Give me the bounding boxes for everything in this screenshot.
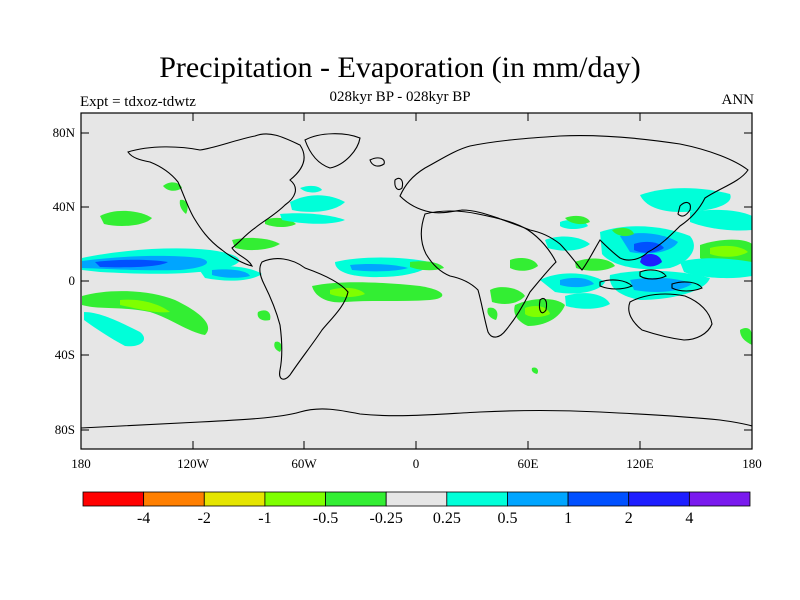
field-region bbox=[565, 215, 590, 225]
field-region bbox=[350, 264, 408, 272]
field-region bbox=[630, 277, 692, 292]
field-region bbox=[575, 258, 615, 271]
field-region bbox=[290, 195, 345, 212]
colorbar-label: 0.25 bbox=[433, 510, 461, 527]
field-region bbox=[490, 287, 525, 304]
colorbar-box bbox=[688, 491, 751, 507]
lon-tick-label: 60E bbox=[518, 456, 539, 471]
coastline-north-america bbox=[127, 133, 305, 267]
colorbar-label: 1 bbox=[564, 510, 572, 527]
field-region bbox=[525, 306, 550, 317]
lon-tick-label: 0 bbox=[413, 456, 420, 471]
coastline-antarctica bbox=[81, 408, 752, 429]
field-region bbox=[163, 182, 182, 191]
field-region bbox=[100, 210, 152, 226]
field-region bbox=[95, 259, 168, 268]
colorbar-box bbox=[264, 491, 326, 507]
lon-tick-label: 180 bbox=[742, 456, 762, 471]
chart-title: Precipitation - Evaporation (in mm/day) bbox=[159, 51, 641, 84]
coastline-australia bbox=[628, 293, 713, 341]
coastline-uk bbox=[369, 157, 404, 191]
field-region bbox=[545, 236, 590, 251]
chart-subtitle: 028kyr BP - 028kyr BP bbox=[329, 89, 471, 105]
colorbar-label: -2 bbox=[198, 510, 211, 527]
field-region bbox=[740, 328, 752, 345]
colorbar-label: 0.5 bbox=[497, 510, 517, 527]
coastline-greenland bbox=[304, 133, 361, 169]
field-region bbox=[612, 227, 634, 237]
coastline-south-america bbox=[259, 258, 349, 380]
field-region bbox=[565, 293, 610, 309]
field-region bbox=[257, 310, 271, 321]
lon-tick-label: 180 bbox=[71, 456, 91, 471]
lat-tick-label: 80N bbox=[53, 125, 76, 140]
field-region bbox=[560, 277, 594, 288]
season-label: ANN bbox=[721, 92, 755, 108]
lon-tick-label: 60W bbox=[291, 456, 317, 471]
colorbar-label: -1 bbox=[258, 510, 271, 527]
colorbar-box bbox=[325, 491, 387, 507]
field-region bbox=[312, 282, 443, 303]
colorbar-box bbox=[82, 491, 145, 507]
colorbar-label: -0.25 bbox=[370, 510, 403, 527]
colorbar-box bbox=[446, 491, 508, 507]
colorbar-label: -4 bbox=[137, 510, 150, 527]
lat-tick-label: 40S bbox=[55, 347, 75, 362]
field-region bbox=[179, 199, 188, 214]
field-region bbox=[274, 341, 282, 352]
lon-tick-label: 120W bbox=[177, 456, 210, 471]
colorbar-label: -0.5 bbox=[313, 510, 338, 527]
coastline-islands bbox=[599, 269, 703, 292]
field-region bbox=[510, 258, 538, 271]
colorbar-box bbox=[385, 491, 448, 507]
field-region bbox=[120, 299, 170, 313]
field-region bbox=[531, 367, 539, 374]
lat-tick-label: 40N bbox=[53, 199, 76, 214]
field-region bbox=[640, 254, 662, 267]
colorbar-box bbox=[507, 491, 569, 507]
experiment-label: Expt = tdxoz-tdwtz bbox=[80, 94, 196, 110]
field-region bbox=[634, 241, 664, 253]
field-region bbox=[680, 258, 752, 279]
colorbar-label: 4 bbox=[685, 510, 693, 527]
field-region bbox=[410, 261, 444, 271]
colorbar-box bbox=[143, 491, 205, 507]
field-region bbox=[640, 188, 731, 212]
field-region bbox=[690, 209, 752, 231]
coastline-japan bbox=[677, 201, 691, 217]
lon-axis: 180 120W 60W 0 60E 120E 180 bbox=[71, 113, 762, 471]
field-region bbox=[487, 307, 498, 320]
field-region bbox=[280, 213, 345, 224]
field-region bbox=[82, 291, 209, 335]
colorbar: -4 -2 -1 -0.5 -0.25 0.25 0.5 1 2 4 bbox=[82, 491, 751, 527]
lat-tick-label: 80S bbox=[55, 422, 75, 437]
field-region bbox=[710, 245, 748, 257]
field-region bbox=[212, 269, 250, 278]
coastline-madagascar bbox=[538, 297, 548, 314]
coastline-africa bbox=[420, 210, 557, 338]
colorbar-box bbox=[203, 491, 266, 507]
lat-axis: 80N 40N 0 40S 80S bbox=[53, 125, 752, 437]
lon-tick-label: 120E bbox=[626, 456, 654, 471]
coastlines bbox=[81, 133, 752, 429]
field-region bbox=[300, 185, 322, 193]
lat-tick-label: 0 bbox=[69, 273, 76, 288]
colorbar-label: 2 bbox=[625, 510, 633, 527]
colorbar-box bbox=[567, 491, 630, 507]
colorbar-box bbox=[628, 491, 690, 507]
anomaly-field bbox=[82, 182, 752, 374]
field-region bbox=[232, 237, 280, 251]
field-region bbox=[84, 312, 145, 347]
coastline-eurasia bbox=[399, 134, 749, 271]
